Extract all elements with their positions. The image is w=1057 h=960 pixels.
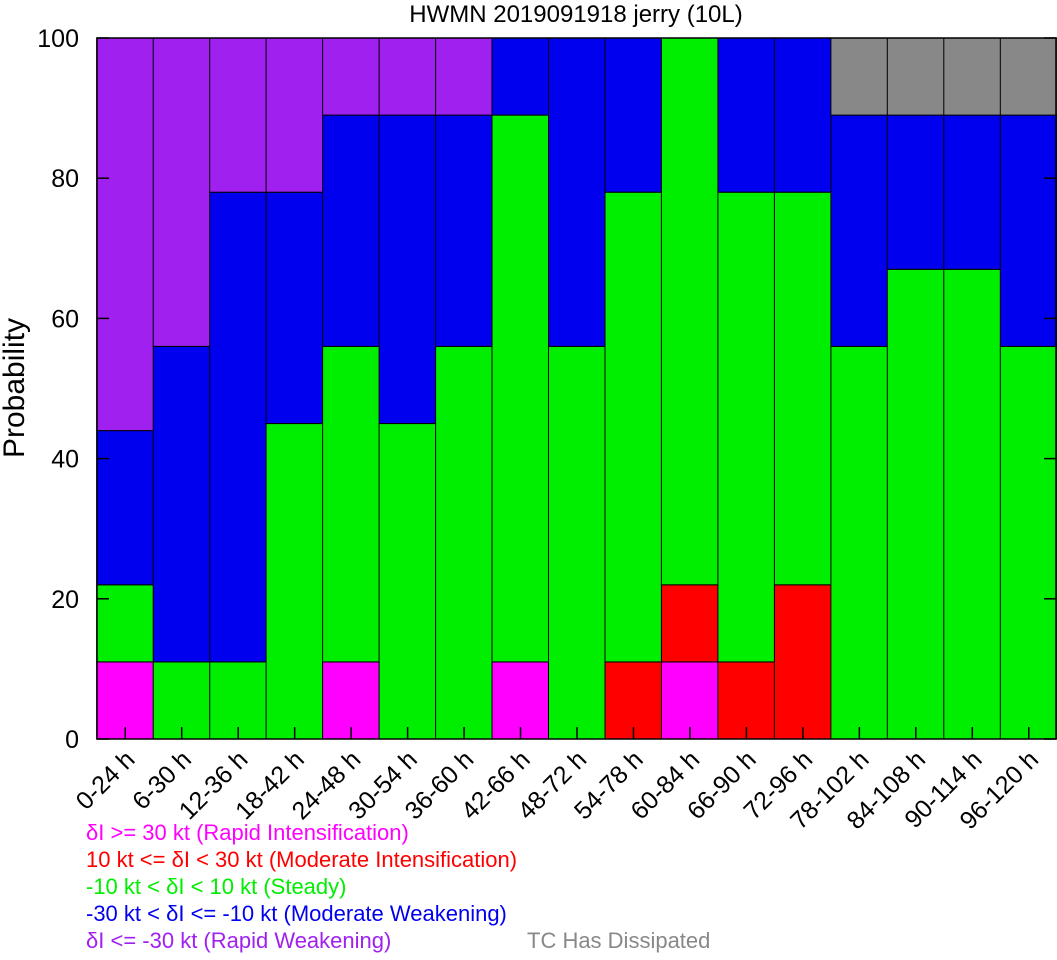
bar-segment-42-66h-s3	[491, 37, 550, 116]
bar-segment-30-54h-s3	[378, 114, 437, 424]
chart-title: HWMN 2019091918 jerry (10L)	[409, 1, 742, 28]
bar-segment-54-78h-s1	[604, 661, 663, 740]
bar-segment-12-36h-s4	[209, 37, 268, 193]
bar-segment-72-96h-s2	[773, 191, 832, 586]
bar-segment-90-114h-s5	[943, 37, 1002, 116]
bar-segment-0-24h-s3	[96, 430, 155, 586]
bar-segment-96-120h-s2	[999, 345, 1057, 740]
bar-segment-90-114h-s2	[943, 268, 1002, 740]
y-tick-label: 100	[37, 25, 79, 53]
bar-segment-6-30h-s4	[152, 37, 211, 347]
legend-item-moderate-weakening: -30 kt < δI <= -10 kt (Moderate Weakenin…	[86, 901, 507, 926]
bar-segment-84-108h-s2	[886, 268, 945, 740]
bar-segment-66-90h-s3	[717, 37, 776, 193]
bar-segment-12-36h-s3	[209, 191, 268, 663]
bar-segment-24-48h-s0	[322, 661, 381, 740]
bar-segment-90-114h-s3	[943, 114, 1002, 270]
y-tick-label: 20	[51, 586, 79, 614]
legend-item-moderate-intensification: 10 kt <= δI < 30 kt (Moderate Intensific…	[86, 847, 518, 872]
bar-segment-6-30h-s2	[152, 661, 211, 740]
bar-segment-84-108h-s3	[886, 114, 945, 270]
bar-segment-48-72h-s3	[548, 37, 606, 347]
bar-segment-36-60h-s3	[435, 114, 494, 347]
bar-segment-84-108h-s5	[886, 37, 945, 116]
y-axis-label: Probability	[0, 318, 31, 458]
bar-segment-24-48h-s3	[322, 114, 381, 347]
legend-item-dissipated: TC Has Dissipated	[527, 928, 711, 953]
legend-item-rapid-weakening: δI <= -30 kt (Rapid Weakening)	[86, 928, 392, 953]
bar-segment-0-24h-s2	[96, 584, 155, 663]
bar-segment-78-102h-s3	[830, 114, 889, 347]
bar-segment-48-72h-s2	[548, 345, 606, 740]
bar-segment-54-78h-s3	[604, 37, 663, 193]
bar-segment-78-102h-s5	[830, 37, 889, 116]
bar-segment-30-54h-s2	[378, 423, 437, 740]
bar-segment-6-30h-s3	[152, 345, 211, 663]
y-tick-label: 80	[51, 165, 79, 193]
legend-item-rapid-intensification: δI >= 30 kt (Rapid Intensification)	[86, 820, 409, 845]
bar-segment-72-96h-s1	[773, 584, 832, 740]
y-tick-label: 0	[65, 726, 79, 754]
bar-segment-24-48h-s4	[322, 37, 381, 116]
bar-segment-36-60h-s2	[435, 345, 494, 740]
bar-segment-96-120h-s3	[999, 114, 1057, 347]
y-tick-label: 40	[51, 446, 79, 474]
bar-segment-54-78h-s2	[604, 191, 663, 663]
bar-segment-78-102h-s2	[830, 345, 889, 740]
bar-segment-42-66h-s2	[491, 114, 550, 663]
bar-segment-60-84h-s1	[660, 584, 719, 663]
bar-segment-18-42h-s3	[265, 191, 324, 424]
bar-segment-66-90h-s1	[717, 661, 776, 740]
y-tick-label: 60	[51, 305, 79, 333]
bar-segment-18-42h-s2	[265, 423, 324, 740]
bar-segment-60-84h-s2	[660, 37, 719, 586]
bar-segment-18-42h-s4	[265, 37, 324, 193]
bar-segment-96-120h-s5	[999, 37, 1057, 116]
bar-segment-0-24h-s4	[96, 37, 155, 432]
bar-segment-36-60h-s4	[435, 37, 494, 116]
bar-segment-72-96h-s3	[773, 37, 832, 193]
bar-segment-24-48h-s2	[322, 345, 381, 663]
bar-segment-0-24h-s0	[96, 661, 155, 740]
x-tick-label: 0-24 h	[71, 745, 141, 815]
bar-segment-66-90h-s2	[717, 191, 776, 663]
legend-item-steady: -10 kt < δI < 10 kt (Steady)	[86, 874, 347, 899]
bar-segment-30-54h-s4	[378, 37, 437, 116]
